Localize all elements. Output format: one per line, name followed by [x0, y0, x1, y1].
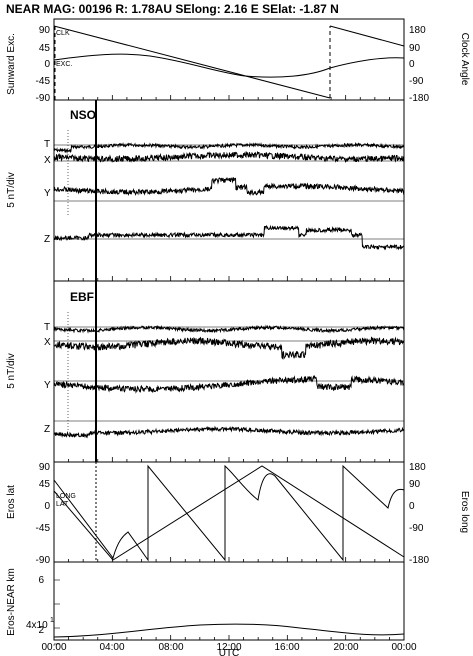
eros-lat-ytick-m45: -45	[36, 523, 51, 534]
nso-trace-x	[53, 150, 405, 163]
x-tick-label-1: 04:00	[99, 642, 124, 653]
sunward-exc-trace	[53, 53, 405, 78]
nso-trace-y	[53, 177, 405, 197]
eros-long-ytick-180: 180	[409, 462, 426, 473]
plot-title: NEAR MAG: 00196 R: 1.78AU SElong: 2.16 E…	[6, 2, 339, 16]
exc-label: EXC.	[56, 61, 72, 68]
nso-trace-z-label: Z	[44, 234, 50, 245]
eros-long-ytick-0: 0	[409, 501, 415, 512]
clk-ytick-90: 90	[409, 43, 421, 54]
eros-lat-ytick-0: 0	[44, 501, 50, 512]
eros-lat-ytick-90: 90	[39, 462, 51, 473]
distance-ytick-6: 6	[38, 575, 44, 586]
exc-ytick-0: 0	[44, 59, 50, 70]
nso-trace-x-label: X	[44, 155, 51, 166]
x-tick-label-3: 12:00	[216, 642, 241, 653]
nso-axis-label: 5 nT/div	[6, 172, 17, 208]
x-tick-label-0: 00:00	[41, 642, 66, 653]
nso-trace-t	[53, 141, 405, 154]
x-tick-label-5: 20:00	[333, 642, 358, 653]
distance-axis-label: Eros-NEAR km	[6, 568, 17, 636]
clock-angle-trace-2	[329, 25, 405, 47]
nso-trace-z	[53, 224, 405, 251]
ebf-trace-z	[53, 425, 405, 439]
distance-ytick-2: 2	[38, 625, 44, 636]
x-axis-ticks	[53, 95, 405, 640]
eros-long-ytick-90: 90	[409, 479, 421, 490]
x-tick-label-6: 00:00	[391, 642, 416, 653]
eros-long-trace	[53, 464, 405, 562]
clk-label: CLK	[56, 30, 70, 37]
ebf-axis-label: 5 nT/div	[6, 353, 17, 389]
eros-long-ytick-m180: -180	[409, 555, 429, 566]
lat-label: LAT	[56, 501, 69, 508]
clk-ytick-180: 180	[409, 25, 426, 36]
excursion-panel-frame	[53, 18, 405, 101]
eros-lat-ytick-m90: -90	[36, 555, 51, 566]
clk-ytick-m90: -90	[409, 76, 424, 87]
sunward-exc-axis-label: Sunward Exc.	[6, 33, 17, 95]
eros-long-axis-label: Eros long	[459, 491, 470, 533]
eros-long-ytick-m90: -90	[409, 523, 424, 534]
ebf-trace-y	[53, 374, 405, 394]
exc-ytick-m90: -90	[36, 93, 51, 104]
eros-lat-ytick-45: 45	[39, 479, 51, 490]
ebf-trace-t	[53, 324, 405, 334]
distance-trace	[53, 623, 405, 638]
ebf-trace-x	[53, 336, 405, 360]
x-tick-label-2: 08:00	[158, 642, 183, 653]
exc-ytick-90: 90	[39, 25, 51, 36]
nso-trace-y-label: Y	[44, 188, 51, 199]
ebf-trace-z-label: Z	[44, 424, 50, 435]
clock-angle-axis-label: Clock Angle	[459, 33, 470, 86]
ebf-trace-y-label: Y	[44, 380, 51, 391]
distance-ytick-label: 4x10	[26, 620, 48, 631]
nso-label: NSO	[70, 108, 96, 122]
eros-lat-trace	[53, 465, 405, 561]
ebf-label: EBF	[70, 290, 94, 304]
exc-ytick-m45: -45	[36, 76, 51, 87]
x-axis-label: UTC	[219, 648, 240, 656]
exc-ytick-45: 45	[39, 43, 51, 54]
clk-ytick-0: 0	[409, 59, 415, 70]
eros-panel-frame	[53, 461, 405, 563]
nso-trace-t-label: T	[44, 139, 50, 150]
clock-angle-trace-1	[53, 25, 331, 99]
clk-ytick-m180: -180	[409, 93, 429, 104]
ebf-trace-x-label: X	[44, 337, 51, 348]
eros-lat-axis-label: Eros lat	[6, 485, 17, 519]
x-tick-label-4: 16:00	[274, 642, 299, 653]
distance-panel-frame	[53, 561, 405, 641]
distance-ytick-exponent: 1	[50, 617, 54, 624]
ebf-trace-t-label: T	[44, 322, 50, 333]
